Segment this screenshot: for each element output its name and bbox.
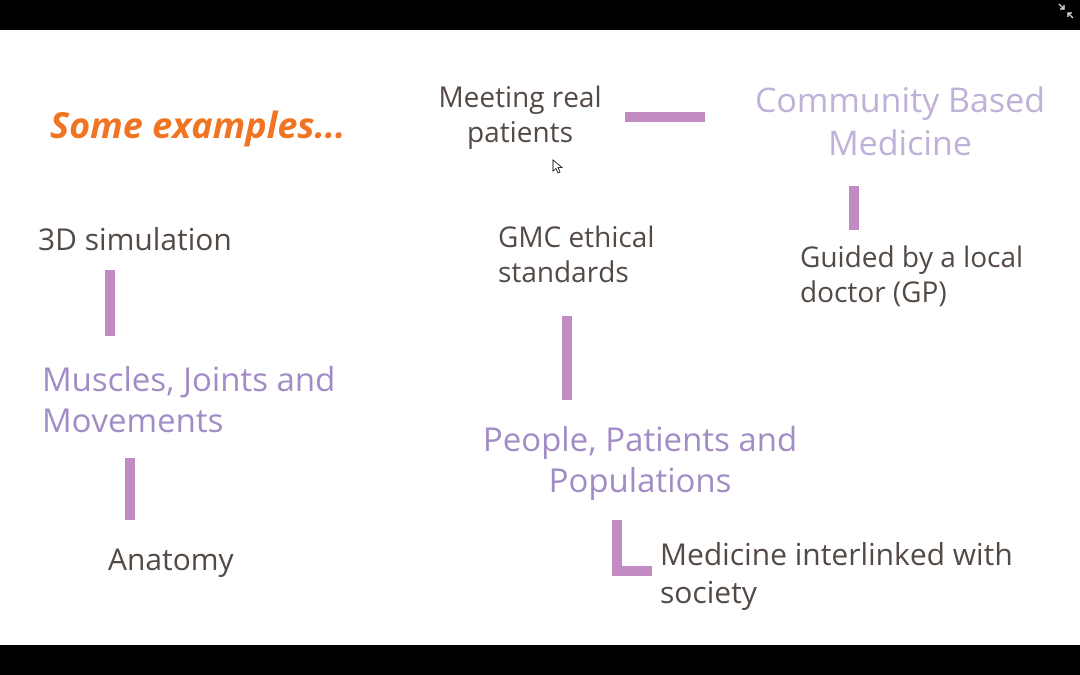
- node-anatomy: Anatomy: [108, 540, 308, 578]
- edge-people-medicine-h: [612, 566, 652, 576]
- node-gmc-standards: GMC ethical standards: [498, 220, 718, 290]
- edge-gmc-people: [562, 316, 572, 400]
- edge-sim-muscles: [105, 270, 115, 336]
- node-guided-gp: Guided by a local doctor (GP): [800, 240, 1060, 310]
- edge-muscles-anatomy: [125, 458, 135, 520]
- slide-title: Some examples...: [50, 102, 390, 147]
- node-3d-simulation: 3D simulation: [38, 220, 298, 258]
- slide: Some examples... Meeting real patients C…: [0, 30, 1080, 645]
- collapse-icon[interactable]: [1058, 3, 1074, 19]
- cursor-icon: [552, 158, 564, 174]
- node-medicine-society: Medicine interlinked with society: [660, 535, 1030, 610]
- node-community-medicine: Community Based Medicine: [730, 78, 1070, 163]
- edge-meeting-community: [625, 112, 705, 122]
- node-muscles-joints: Muscles, Joints and Movements: [42, 358, 382, 441]
- node-meeting-patients: Meeting real patients: [410, 80, 630, 150]
- node-people-populations: People, Patients and Populations: [460, 418, 820, 501]
- edge-community-guided: [849, 186, 859, 230]
